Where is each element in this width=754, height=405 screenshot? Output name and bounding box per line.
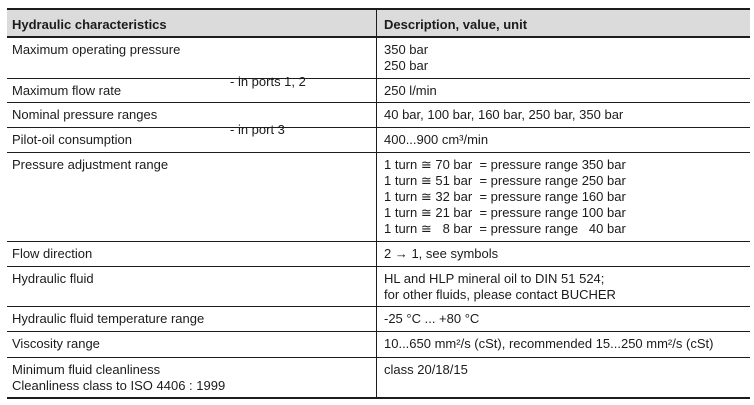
characteristic-cell: Minimum fluid cleanliness Cleanliness cl… bbox=[7, 358, 377, 397]
column-header-characteristics: Hydraulic characteristics bbox=[7, 10, 377, 36]
value-cell: 1 turn ≅ 70 bar = pressure range 350 bar… bbox=[377, 153, 750, 241]
value-line: 250 bar bbox=[384, 58, 429, 73]
row-flow-direction: Flow direction 2 → 1, see symbols bbox=[7, 242, 750, 267]
row-nominal-pressure-ranges: Nominal pressure ranges 40 bar, 100 bar,… bbox=[7, 103, 750, 128]
value-line: 1 turn ≅ 8 bar = pressure range 40 bar bbox=[384, 221, 626, 236]
characteristic-cell: Viscosity range bbox=[7, 332, 377, 357]
characteristic-cell: Hydraulic fluid bbox=[7, 267, 377, 306]
characteristic-cell: Pressure adjustment range bbox=[7, 153, 377, 241]
value-line: 350 bar bbox=[384, 42, 429, 57]
characteristic-label-line: Cleanliness class to ISO 4406 : 1999 bbox=[12, 378, 226, 393]
row-hydraulic-fluid: Hydraulic fluid HL and HLP mineral oil t… bbox=[7, 267, 750, 307]
row-maximum-operating-pressure: Maximum operating pressure - in ports 1,… bbox=[7, 38, 750, 137]
characteristic-cell: Nominal pressure ranges bbox=[7, 103, 377, 127]
row-minimum-fluid-cleanliness: Minimum fluid cleanliness Cleanliness cl… bbox=[7, 358, 750, 397]
sub-label-line: - in ports 1, 2 bbox=[230, 74, 306, 89]
sub-label-line: - in port 3 bbox=[230, 122, 285, 137]
characteristic-label-line: Minimum fluid cleanliness bbox=[12, 362, 161, 377]
column-header-description-value-unit: Description, value, unit bbox=[384, 17, 528, 32]
hydraulic-characteristics-table: Hydraulic characteristics Description, v… bbox=[7, 8, 750, 399]
value-cell: HL and HLP mineral oil to DIN 51 524; fo… bbox=[377, 267, 750, 306]
row-maximum-flow-rate: Maximum flow rate 250 l/min bbox=[7, 79, 750, 103]
value-cell: 2 → 1, see symbols bbox=[384, 246, 499, 261]
row-viscosity-range: Viscosity range 10...650 mm²/s (cSt), re… bbox=[7, 332, 750, 358]
value-line: 1 turn ≅ 32 bar = pressure range 160 bar bbox=[384, 189, 626, 204]
characteristic-cell: Hydraulic fluid temperature range bbox=[7, 307, 377, 331]
characteristic-cell: Maximum flow rate bbox=[7, 79, 377, 102]
value-cell: 40 bar, 100 bar, 160 bar, 250 bar, 350 b… bbox=[384, 107, 624, 122]
value-line: HL and HLP mineral oil to DIN 51 524; bbox=[384, 271, 605, 286]
value-line: 1 turn ≅ 51 bar = pressure range 250 bar bbox=[384, 173, 626, 188]
value-cell: 350 bar 250 bar bbox=[377, 38, 750, 78]
row-pilot-oil-consumption: Pilot-oil consumption 400...900 cm³/min bbox=[7, 128, 750, 153]
characteristic-label: Maximum operating pressure bbox=[12, 42, 181, 57]
row-pressure-adjustment-range: Pressure adjustment range 1 turn ≅ 70 ba… bbox=[7, 153, 750, 242]
port-sub-labels: - in ports 1, 2 - in port 3 bbox=[230, 42, 306, 170]
value-cell: -25 °C ... +80 °C bbox=[384, 311, 480, 326]
value-cell: 250 l/min bbox=[384, 83, 437, 98]
table-header-row: Hydraulic characteristics Description, v… bbox=[7, 10, 750, 38]
value-cell: class 20/18/15 bbox=[384, 362, 468, 377]
row-hydraulic-fluid-temperature-range: Hydraulic fluid temperature range -25 °C… bbox=[7, 307, 750, 332]
value-line: 1 turn ≅ 21 bar = pressure range 100 bar bbox=[384, 205, 626, 220]
characteristic-cell: Maximum operating pressure - in ports 1,… bbox=[7, 38, 377, 137]
value-line: for other fluids, please contact BUCHER bbox=[384, 287, 616, 302]
value-cell: 10...650 mm²/s (cSt), recommended 15...2… bbox=[384, 336, 714, 351]
value-line: 1 turn ≅ 70 bar = pressure range 350 bar bbox=[384, 157, 626, 172]
characteristic-cell: Pilot-oil consumption bbox=[7, 128, 377, 152]
characteristic-cell: Flow direction bbox=[7, 242, 377, 266]
value-cell: 400...900 cm³/min bbox=[384, 132, 489, 147]
